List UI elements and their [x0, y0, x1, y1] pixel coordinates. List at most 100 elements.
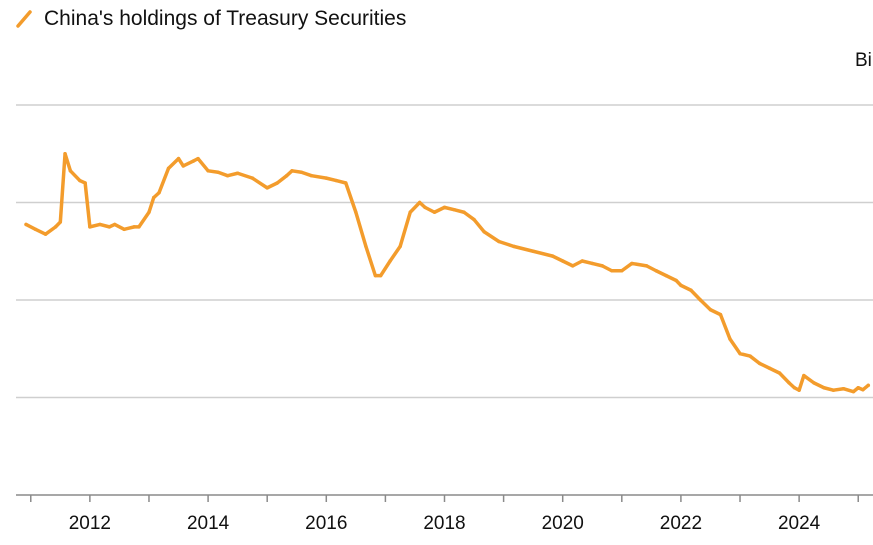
data-point-6 — [68, 169, 73, 173]
data-point-37 — [344, 181, 348, 185]
data-point-5 — [63, 152, 67, 156]
data-point-58 — [571, 264, 575, 268]
data-point-47 — [432, 210, 437, 214]
data-point-49 — [452, 208, 457, 212]
data-point-23 — [196, 156, 200, 161]
data-point-27 — [235, 171, 240, 175]
data-point-40 — [373, 273, 378, 278]
data-point-61 — [600, 264, 605, 268]
data-point-80 — [787, 381, 791, 385]
data-point-45 — [417, 200, 422, 205]
data-point-91 — [866, 383, 870, 388]
data-point-4 — [58, 220, 63, 224]
data-point-13 — [122, 227, 126, 232]
chart-title: China's holdings of Treasury Securities — [44, 7, 407, 30]
data-point-39 — [364, 244, 368, 249]
data-point-11 — [107, 225, 112, 229]
data-point-83 — [802, 373, 806, 378]
data-point-1 — [33, 227, 38, 232]
x-tick-label-2016: 2016 — [305, 513, 347, 534]
data-point-78 — [767, 366, 772, 370]
data-point-85 — [822, 386, 826, 390]
data-point-10 — [98, 222, 102, 227]
data-point-60 — [590, 261, 594, 266]
legend-line-swatch — [16, 10, 32, 28]
data-point-42 — [388, 259, 392, 263]
data-point-22 — [191, 159, 196, 163]
data-point-32 — [290, 169, 294, 173]
data-point-31 — [284, 173, 289, 178]
series-layer — [24, 152, 871, 394]
data-point-77 — [757, 361, 762, 366]
data-point-90 — [861, 388, 865, 392]
data-point-54 — [511, 244, 516, 249]
data-point-75 — [738, 351, 742, 356]
x-tick-label-2022: 2022 — [660, 513, 702, 534]
data-point-41 — [378, 273, 383, 278]
data-point-24 — [206, 169, 210, 173]
data-point-3 — [53, 225, 58, 229]
data-point-2 — [43, 232, 48, 236]
x-tick-label-2018: 2018 — [423, 513, 465, 534]
data-point-48 — [442, 205, 447, 210]
chart-legend: China's holdings of Treasury Securities — [16, 6, 406, 32]
data-point-14 — [132, 225, 136, 229]
data-point-38 — [354, 210, 358, 214]
data-point-12 — [113, 222, 117, 227]
x-tick-label-2020: 2020 — [542, 513, 584, 534]
data-point-68 — [674, 278, 678, 283]
x-tick-label-2024: 2024 — [778, 513, 821, 534]
data-point-62 — [610, 269, 614, 273]
data-point-73 — [718, 312, 723, 317]
data-point-59 — [580, 259, 584, 263]
data-point-15 — [137, 225, 141, 229]
data-point-30 — [275, 181, 279, 185]
data-point-65 — [644, 264, 649, 268]
data-point-19 — [166, 166, 171, 171]
data-point-0 — [24, 222, 28, 227]
data-point-84 — [812, 381, 816, 385]
data-point-28 — [250, 176, 255, 180]
data-point-55 — [531, 249, 535, 253]
data-point-53 — [497, 239, 501, 244]
data-point-69 — [679, 283, 683, 288]
data-point-52 — [482, 230, 486, 234]
data-point-44 — [408, 210, 412, 214]
data-point-17 — [152, 195, 156, 200]
data-point-21 — [181, 164, 185, 168]
data-point-87 — [841, 387, 846, 391]
data-point-33 — [299, 170, 304, 174]
data-point-79 — [777, 371, 782, 375]
data-point-89 — [856, 386, 860, 390]
data-point-50 — [462, 210, 466, 214]
data-point-67 — [664, 273, 668, 278]
data-point-8 — [83, 181, 87, 185]
data-point-86 — [831, 388, 836, 392]
data-point-66 — [654, 269, 658, 273]
data-point-56 — [550, 254, 555, 258]
data-point-82 — [797, 388, 801, 392]
x-tick-label-2014: 2014 — [187, 513, 230, 534]
data-point-51 — [472, 217, 476, 222]
data-point-35 — [324, 176, 328, 180]
data-point-16 — [147, 210, 151, 214]
x-tick-label-2012: 2012 — [69, 513, 111, 534]
data-point-34 — [309, 173, 314, 178]
data-point-81 — [792, 386, 797, 390]
y-axis-units-label: Bi — [855, 50, 872, 71]
data-point-7 — [78, 178, 82, 183]
data-point-72 — [708, 308, 713, 312]
data-point-18 — [157, 191, 161, 195]
data-point-29 — [265, 186, 269, 190]
data-point-74 — [728, 337, 732, 341]
data-point-46 — [423, 205, 427, 210]
data-point-57 — [561, 259, 565, 263]
data-point-76 — [748, 354, 752, 358]
data-point-26 — [225, 173, 230, 178]
gridlines — [16, 104, 873, 399]
data-point-71 — [698, 298, 703, 302]
data-point-63 — [620, 269, 624, 273]
data-point-43 — [398, 244, 402, 249]
data-point-70 — [689, 288, 693, 292]
